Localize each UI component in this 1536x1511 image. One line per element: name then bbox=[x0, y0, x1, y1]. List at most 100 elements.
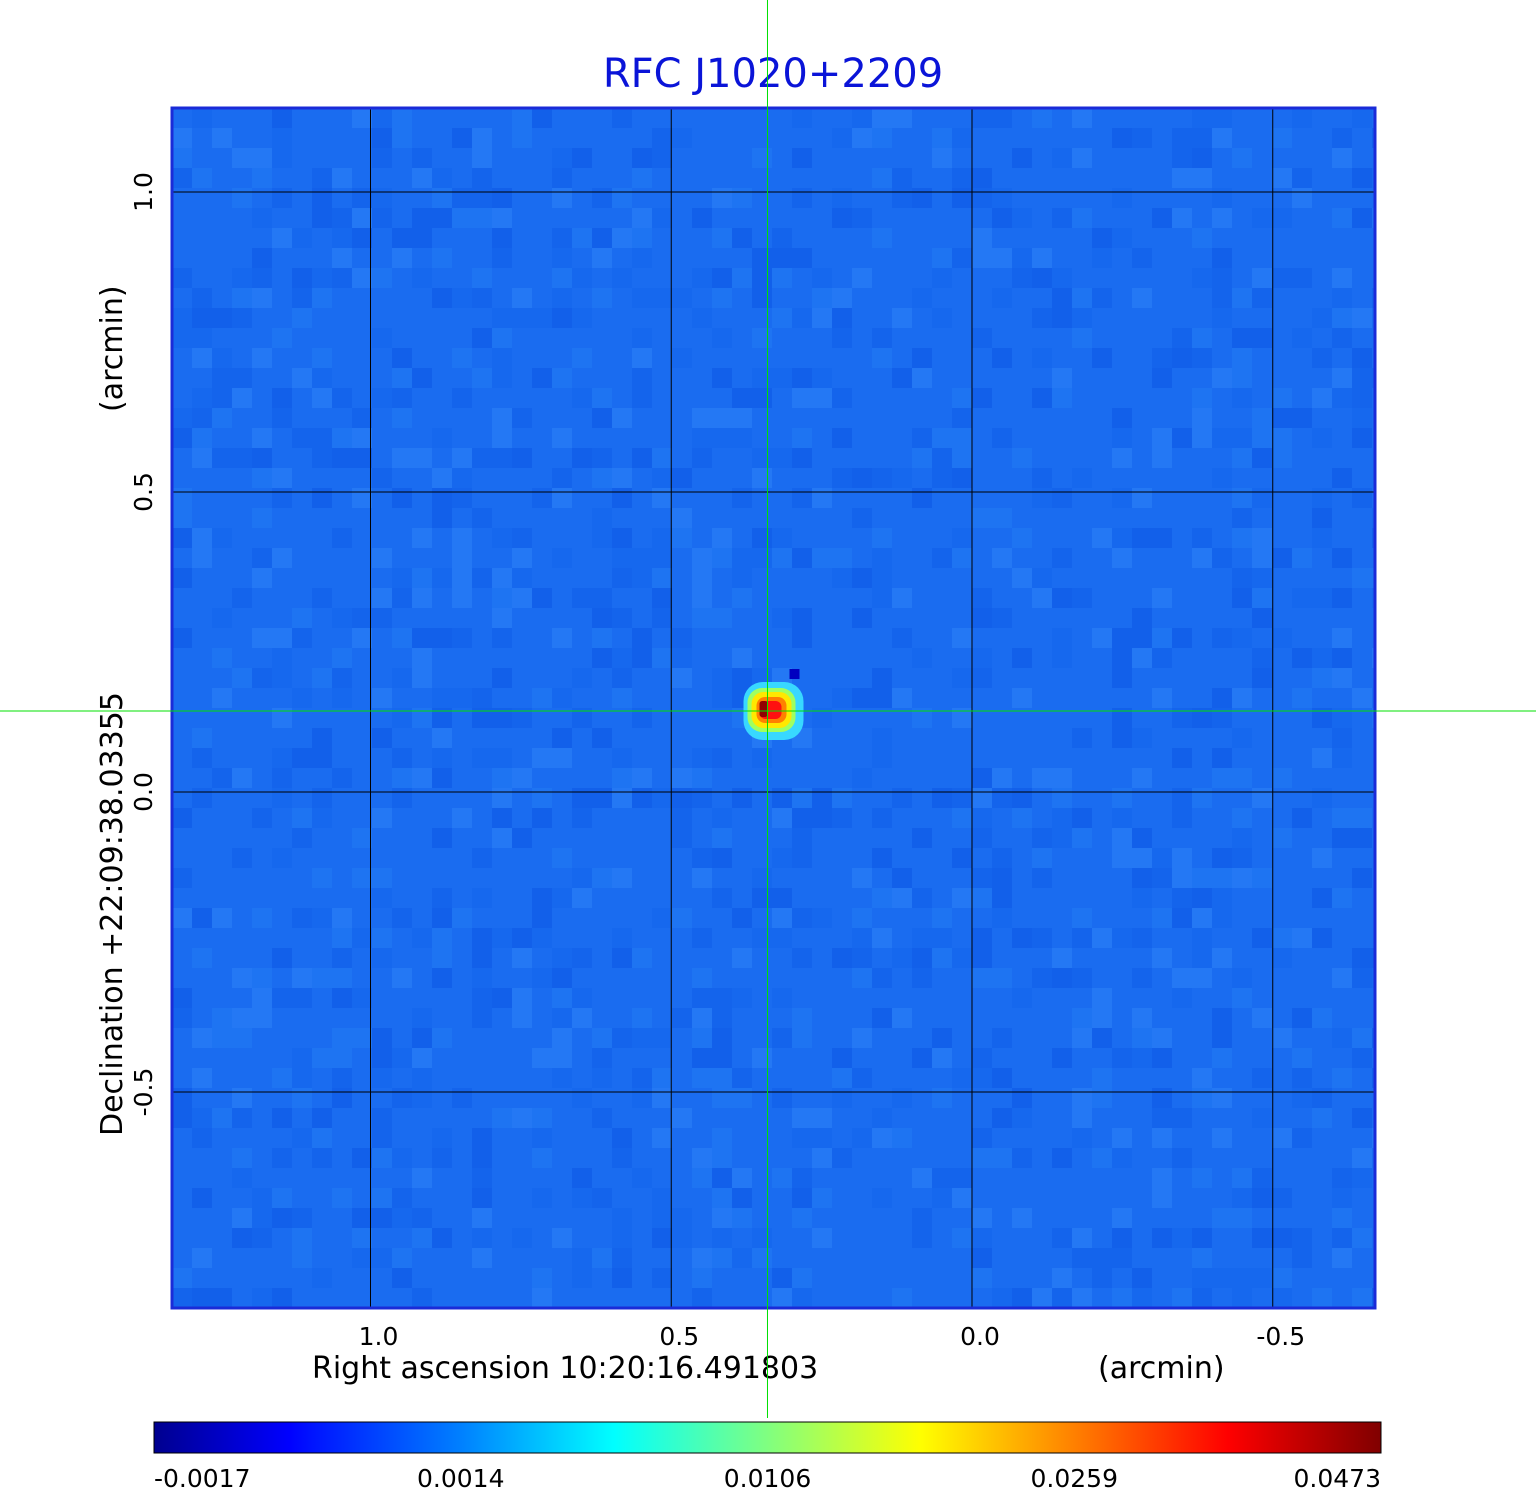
noise-pixel bbox=[172, 128, 192, 148]
noise-pixel bbox=[272, 748, 292, 768]
noise-pixel bbox=[672, 808, 692, 828]
noise-pixel bbox=[612, 868, 632, 888]
noise-pixel bbox=[712, 428, 732, 448]
noise-pixel bbox=[692, 868, 712, 888]
noise-pixel bbox=[852, 448, 872, 468]
noise-pixel bbox=[1272, 448, 1292, 468]
noise-pixel bbox=[632, 368, 652, 388]
noise-pixel bbox=[872, 728, 892, 748]
noise-pixel bbox=[692, 268, 712, 288]
noise-pixel bbox=[1132, 868, 1152, 888]
noise-pixel bbox=[732, 1068, 752, 1088]
noise-pixel bbox=[552, 1028, 572, 1048]
noise-pixel bbox=[872, 808, 892, 828]
noise-pixel bbox=[872, 128, 892, 148]
noise-pixel bbox=[652, 528, 672, 548]
noise-pixel bbox=[1132, 1288, 1152, 1308]
noise-pixel bbox=[1332, 888, 1352, 908]
noise-pixel bbox=[1132, 248, 1152, 268]
noise-pixel bbox=[932, 1148, 952, 1168]
noise-pixel bbox=[612, 568, 632, 588]
noise-pixel bbox=[1292, 1068, 1312, 1088]
noise-pixel bbox=[612, 1268, 632, 1288]
noise-pixel bbox=[1292, 648, 1312, 668]
noise-pixel bbox=[1292, 168, 1312, 188]
noise-pixel bbox=[1252, 568, 1272, 588]
noise-pixel bbox=[812, 548, 832, 568]
noise-pixel bbox=[832, 1068, 852, 1088]
noise-pixel bbox=[1232, 688, 1252, 708]
noise-pixel bbox=[572, 748, 592, 768]
noise-pixel bbox=[472, 1228, 492, 1248]
noise-pixel bbox=[1192, 1168, 1212, 1188]
noise-pixel bbox=[672, 628, 692, 648]
noise-pixel bbox=[292, 688, 312, 708]
noise-pixel bbox=[1352, 388, 1372, 408]
noise-pixel bbox=[912, 108, 932, 128]
noise-pixel bbox=[432, 208, 452, 228]
noise-pixel bbox=[352, 108, 372, 128]
noise-pixel bbox=[552, 728, 572, 748]
noise-pixel bbox=[732, 288, 752, 308]
noise-pixel bbox=[432, 1108, 452, 1128]
noise-pixel bbox=[692, 888, 712, 908]
noise-pixel bbox=[952, 128, 972, 148]
noise-pixel bbox=[1352, 448, 1372, 468]
noise-pixel bbox=[512, 528, 532, 548]
noise-pixel bbox=[1272, 1128, 1292, 1148]
noise-pixel bbox=[312, 1048, 332, 1068]
noise-pixel bbox=[472, 108, 492, 128]
noise-pixel bbox=[532, 928, 552, 948]
noise-pixel bbox=[392, 388, 412, 408]
noise-pixel bbox=[812, 1128, 832, 1148]
noise-pixel bbox=[812, 808, 832, 828]
noise-pixel bbox=[1312, 748, 1332, 768]
noise-pixel bbox=[592, 588, 612, 608]
noise-pixel bbox=[252, 248, 272, 268]
noise-pixel bbox=[732, 988, 752, 1008]
noise-pixel bbox=[772, 348, 792, 368]
noise-pixel bbox=[652, 1268, 672, 1288]
noise-pixel bbox=[1212, 188, 1232, 208]
noise-pixel bbox=[1012, 748, 1032, 768]
noise-pixel bbox=[952, 428, 972, 448]
noise-pixel bbox=[312, 388, 332, 408]
noise-pixel bbox=[972, 1248, 992, 1268]
noise-pixel bbox=[912, 928, 932, 948]
noise-pixel bbox=[692, 468, 712, 488]
noise-pixel bbox=[1132, 488, 1152, 508]
noise-pixel bbox=[732, 1248, 752, 1268]
noise-pixel bbox=[192, 348, 212, 368]
noise-pixel bbox=[1232, 568, 1252, 588]
noise-pixel bbox=[1072, 148, 1092, 168]
noise-pixel bbox=[632, 148, 652, 168]
noise-pixel bbox=[272, 708, 292, 728]
noise-pixel bbox=[372, 1188, 392, 1208]
noise-pixel bbox=[1252, 928, 1272, 948]
noise-pixel bbox=[372, 388, 392, 408]
noise-pixel bbox=[732, 408, 752, 428]
noise-pixel bbox=[632, 648, 652, 668]
noise-pixel bbox=[1332, 808, 1352, 828]
noise-pixel bbox=[192, 1288, 212, 1308]
noise-pixel bbox=[392, 748, 412, 768]
noise-pixel bbox=[812, 488, 832, 508]
noise-pixel bbox=[1072, 468, 1092, 488]
noise-pixel bbox=[872, 568, 892, 588]
noise-pixel bbox=[452, 288, 472, 308]
noise-pixel bbox=[1112, 848, 1132, 868]
noise-pixel bbox=[632, 228, 652, 248]
noise-pixel bbox=[832, 1048, 852, 1068]
noise-pixel bbox=[172, 168, 192, 188]
noise-pixel bbox=[552, 288, 572, 308]
noise-pixel bbox=[432, 568, 452, 588]
noise-pixel bbox=[872, 1008, 892, 1028]
noise-pixel bbox=[1252, 408, 1272, 428]
noise-pixel bbox=[512, 888, 532, 908]
noise-pixel bbox=[1012, 148, 1032, 168]
noise-pixel bbox=[912, 1168, 932, 1188]
noise-pixel bbox=[712, 988, 732, 1008]
noise-pixel bbox=[412, 1288, 432, 1308]
noise-pixel bbox=[192, 788, 212, 808]
noise-pixel bbox=[272, 488, 292, 508]
